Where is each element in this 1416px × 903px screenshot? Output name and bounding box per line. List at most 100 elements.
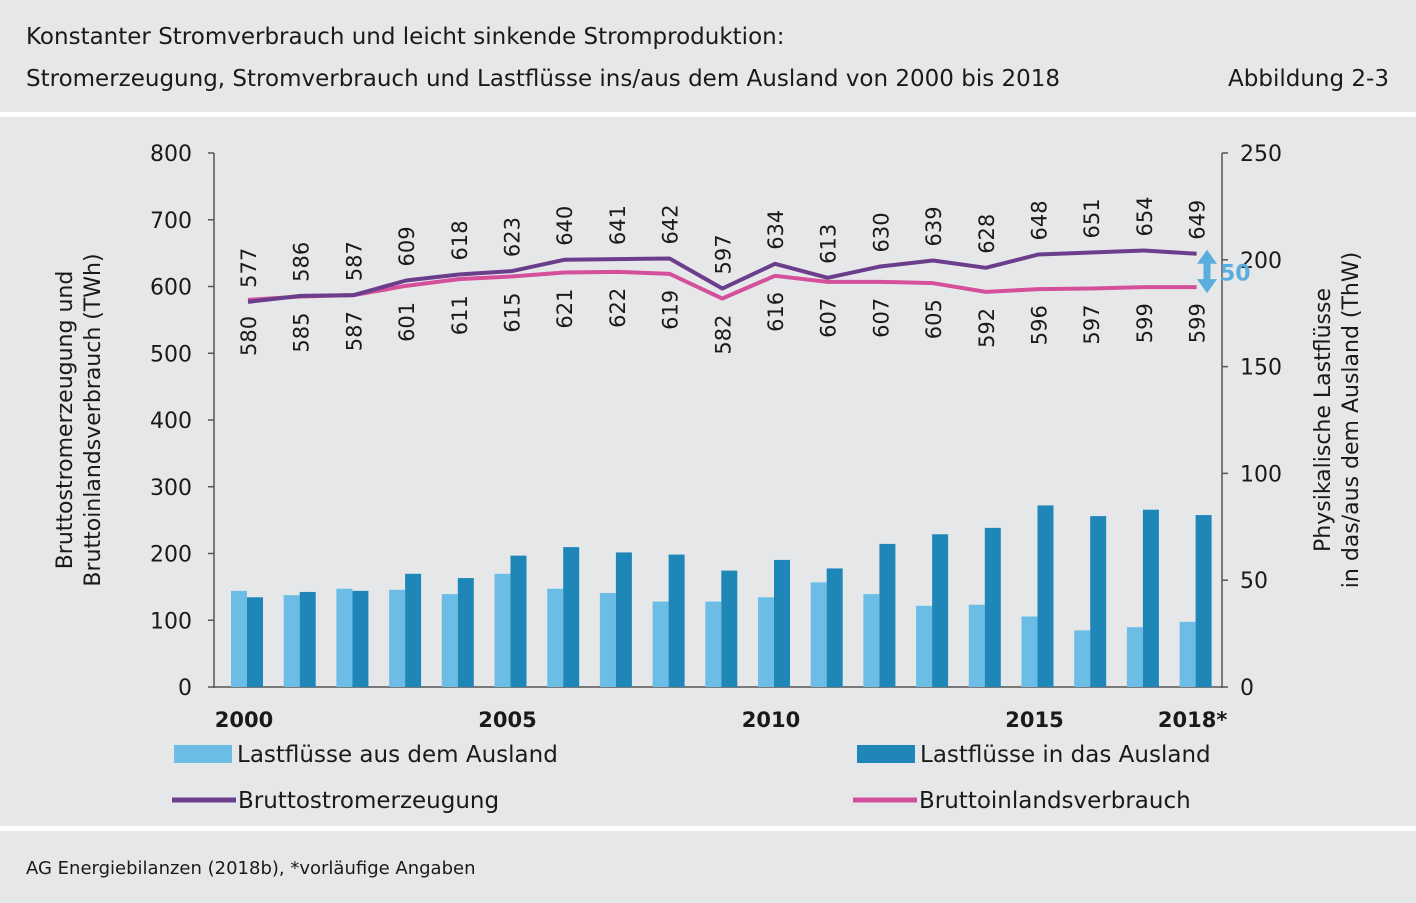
bar-export [563, 547, 580, 687]
gap-arrow-head-up [1197, 249, 1217, 264]
bar-import [494, 573, 511, 687]
x-tick-label: 2000 [215, 708, 273, 732]
page-subtitle: Stromerzeugung, Stromverbrauch und Lastf… [26, 66, 1061, 92]
left-tick-label: 500 [150, 342, 192, 367]
figure-number: Abbildung 2-3 [1228, 66, 1389, 92]
divider-bottom [0, 826, 1416, 831]
left-tick-label: 700 [150, 209, 192, 234]
bar-import [231, 590, 247, 687]
bar-import [705, 601, 722, 687]
label-generation: 649 [1186, 200, 1210, 240]
bar-import [968, 604, 985, 687]
label-consumption: 616 [764, 292, 788, 332]
label-generation: 613 [817, 224, 841, 264]
page-title: Konstanter Stromverbrauch und leicht sin… [26, 24, 785, 50]
left-tick-label: 800 [150, 142, 192, 167]
label-consumption: 622 [606, 288, 630, 328]
right-tick-label: 100 [1240, 462, 1282, 487]
bar-export [247, 597, 263, 687]
bar-import [810, 582, 827, 687]
left-axis-title: Bruttostromerzeugung und Bruttoinlandsver… [53, 253, 106, 586]
label-generation: 642 [659, 204, 683, 244]
bar-export [932, 534, 949, 687]
bar-export [826, 568, 843, 687]
bar-import [599, 593, 616, 687]
right-tick-label: 50 [1240, 569, 1268, 594]
label-consumption: 611 [448, 295, 472, 335]
left-tick-label: 0 [178, 676, 192, 701]
gap-label: 50 [1220, 261, 1251, 286]
bar-export [774, 559, 790, 687]
right-tick-label: 0 [1240, 676, 1254, 701]
bar-import [1021, 616, 1038, 687]
left-tick-label: 600 [150, 276, 192, 301]
bar-export [1195, 515, 1212, 687]
bar-export [457, 578, 474, 687]
bar-export [668, 554, 685, 687]
left-tick-label: 100 [150, 609, 192, 634]
x-tick-label: 2018* [1158, 708, 1227, 732]
bar-import [863, 594, 880, 687]
x-tick-label: 2015 [1005, 708, 1063, 732]
bar-import [1074, 630, 1091, 687]
line-generation [247, 248, 1197, 304]
legend-import-label: Lastflüsse aus dem Ausland [237, 742, 558, 768]
label-generation: 618 [448, 220, 472, 260]
legend-import-swatch [174, 745, 232, 763]
label-consumption: 601 [395, 302, 419, 342]
label-generation: 640 [553, 206, 577, 246]
divider-top [0, 112, 1416, 117]
label-consumption: 621 [553, 288, 577, 328]
bar-export [721, 570, 738, 687]
right-tick-label: 150 [1240, 356, 1282, 381]
gap-arrow-head-down [1197, 279, 1217, 294]
label-consumption: 607 [869, 298, 893, 338]
bar-import [441, 594, 458, 687]
label-generation: 577 [237, 248, 261, 288]
bar-export [510, 555, 527, 687]
label-consumption: 605 [922, 299, 946, 339]
bar-export [879, 543, 896, 687]
bar-import [652, 601, 669, 687]
bar-export [1142, 509, 1159, 687]
label-consumption: 596 [1028, 305, 1052, 345]
left-tick-label: 300 [150, 476, 192, 501]
label-generation: 586 [290, 242, 314, 282]
right-tick-label: 250 [1240, 142, 1282, 167]
label-generation: 630 [869, 212, 893, 252]
bar-export [352, 590, 369, 687]
label-consumption: 587 [342, 311, 366, 351]
source-note: AG Energiebilanzen (2018b), *vorläufige … [26, 858, 476, 879]
label-generation: 639 [922, 206, 946, 246]
label-generation: 597 [711, 234, 735, 274]
label-consumption: 599 [1133, 303, 1157, 343]
left-tick-label: 400 [150, 409, 192, 434]
left-tick-label: 200 [150, 543, 192, 568]
label-generation: 623 [501, 217, 525, 257]
label-consumption: 619 [659, 290, 683, 330]
label-generation: 641 [606, 205, 630, 245]
bar-export [984, 527, 1001, 687]
bar-export [405, 573, 422, 687]
bar-import [283, 595, 300, 687]
label-consumption: 582 [711, 315, 735, 355]
bar-import [758, 597, 774, 687]
x-tick-label: 2010 [742, 708, 800, 732]
label-generation: 609 [395, 226, 419, 266]
label-generation: 654 [1133, 196, 1157, 236]
label-consumption: 580 [237, 316, 261, 356]
legend-generation-label: Bruttostromerzeugung [238, 788, 499, 814]
bar-import [1179, 621, 1196, 687]
bar-export [1037, 505, 1054, 687]
legend-consumption-label: Bruttoinlandsverbrauch [919, 788, 1191, 814]
label-consumption: 597 [1080, 305, 1104, 345]
label-generation: 628 [975, 214, 999, 254]
label-consumption: 599 [1186, 303, 1210, 343]
label-generation: 634 [764, 210, 788, 250]
label-generation: 648 [1028, 200, 1052, 240]
legend-export-label: Lastflüsse in das Ausland [920, 742, 1211, 768]
bar-export [299, 591, 316, 687]
right-axis-title: Physikalische Lastflüsse in das/aus dem A… [1311, 252, 1364, 588]
bar-export [1090, 516, 1107, 687]
